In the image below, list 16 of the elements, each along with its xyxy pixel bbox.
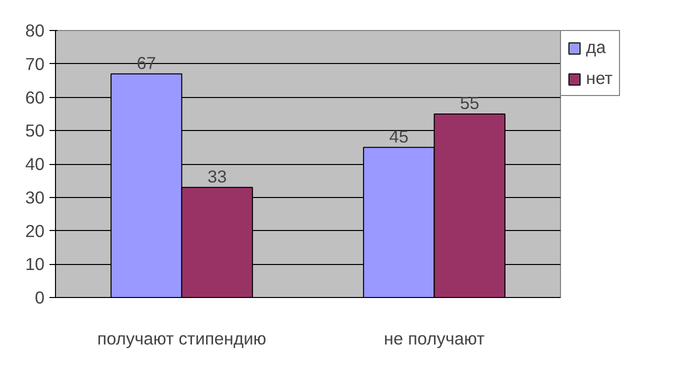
y-tick-label: 70 bbox=[25, 54, 45, 74]
y-tick-label: 80 bbox=[25, 20, 45, 40]
data-label: 55 bbox=[460, 92, 480, 113]
y-tick-label: 0 bbox=[34, 288, 45, 308]
x-tick-label: получают стипендию bbox=[97, 328, 266, 348]
legend-label: да bbox=[586, 37, 606, 58]
x-tick-label: не получают bbox=[384, 328, 485, 348]
y-tick-label: 60 bbox=[25, 87, 45, 108]
legend-label: нет bbox=[586, 68, 613, 89]
y-tick-label: 40 bbox=[25, 154, 45, 174]
y-tick-label: 30 bbox=[25, 187, 45, 208]
data-label: 45 bbox=[389, 126, 409, 146]
y-tick-label: 20 bbox=[25, 220, 45, 241]
y-tick-label: 10 bbox=[25, 254, 45, 274]
y-tick-label: 50 bbox=[25, 120, 45, 141]
data-label: 33 bbox=[207, 166, 227, 186]
